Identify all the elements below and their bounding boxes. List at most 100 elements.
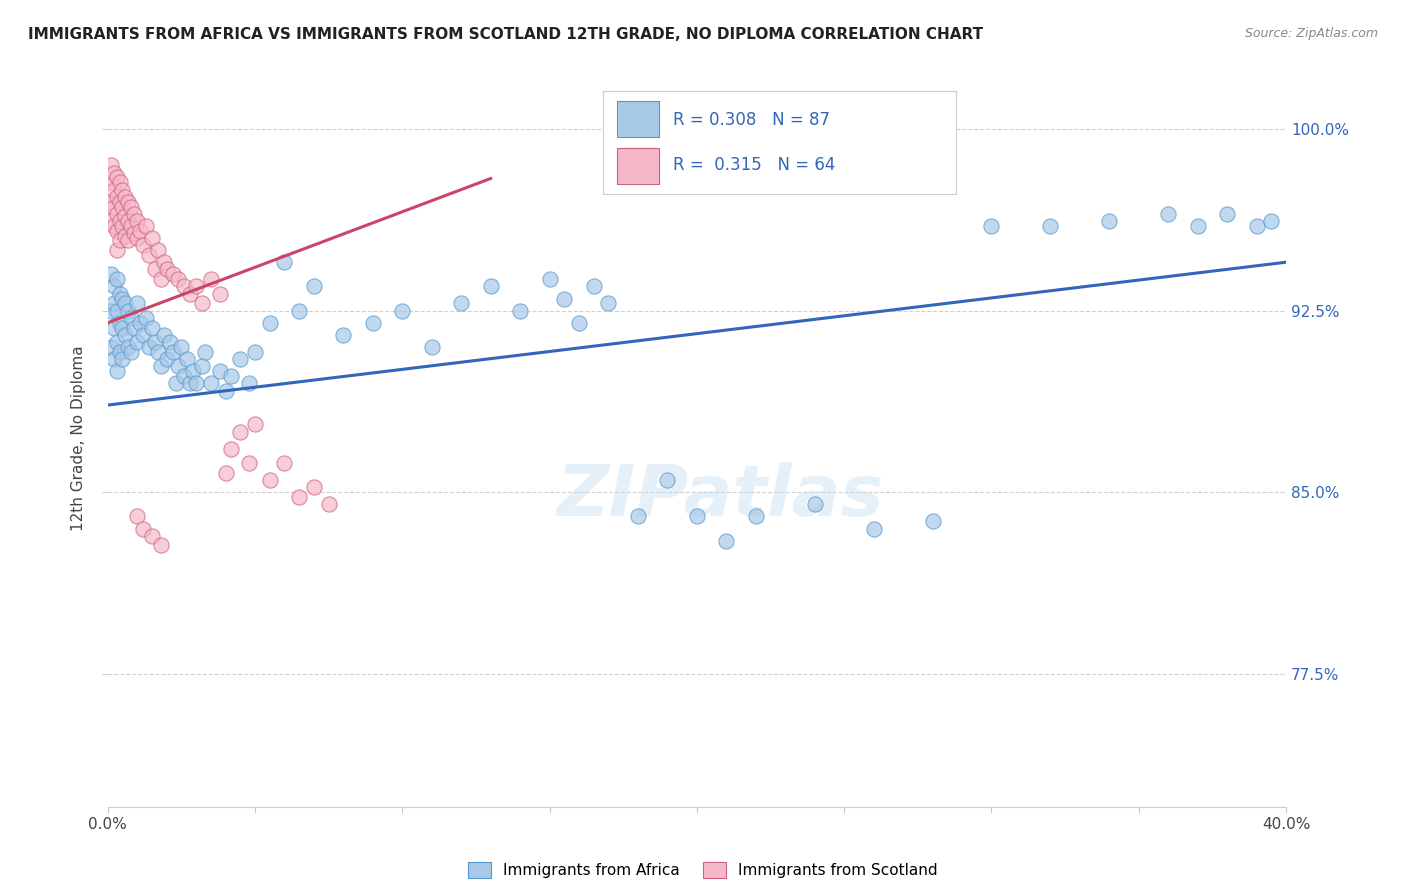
Point: [111, 320, 134, 334]
Point: [108, 214, 131, 228]
Point: [117, 214, 139, 228]
Point: [259, 316, 281, 330]
Point: [100, 268, 122, 282]
Point: [100, 158, 122, 172]
Point: [181, 364, 204, 378]
Point: [200, 272, 222, 286]
Point: [229, 425, 252, 439]
Point: [1187, 219, 1209, 233]
Point: [108, 316, 131, 330]
Point: [127, 296, 149, 310]
Point: [273, 456, 295, 470]
Point: [173, 279, 195, 293]
Point: [479, 279, 502, 293]
Point: [627, 509, 650, 524]
Point: [420, 340, 443, 354]
Point: [117, 340, 139, 354]
Point: [450, 296, 472, 310]
Point: [152, 327, 174, 342]
Point: [108, 234, 131, 248]
Point: [167, 272, 190, 286]
Point: [100, 303, 122, 318]
Point: [105, 364, 128, 378]
Point: [105, 224, 128, 238]
Point: [921, 514, 943, 528]
Point: [124, 207, 146, 221]
Point: [149, 359, 172, 374]
Point: [129, 316, 152, 330]
Point: [243, 344, 266, 359]
Point: [105, 207, 128, 221]
Point: [582, 279, 605, 293]
Point: [127, 509, 149, 524]
Point: [146, 243, 169, 257]
Point: [745, 509, 768, 524]
Point: [132, 238, 155, 252]
Point: [100, 214, 122, 228]
Point: [124, 226, 146, 240]
Point: [149, 272, 172, 286]
Point: [120, 310, 142, 325]
Point: [156, 262, 179, 277]
Point: [165, 376, 187, 391]
Point: [173, 369, 195, 384]
Point: [103, 296, 125, 310]
Point: [141, 320, 163, 334]
Point: [103, 352, 125, 367]
Point: [105, 335, 128, 350]
Point: [103, 166, 125, 180]
Point: [194, 344, 217, 359]
Point: [135, 310, 157, 325]
Point: [170, 340, 193, 354]
Point: [179, 286, 201, 301]
Point: [803, 497, 825, 511]
Point: [538, 272, 561, 286]
Point: [391, 303, 413, 318]
Point: [1039, 219, 1062, 233]
Point: [103, 219, 125, 233]
Point: [127, 231, 149, 245]
Point: [114, 327, 136, 342]
Point: [288, 303, 311, 318]
Point: [100, 194, 122, 209]
Point: [114, 209, 136, 223]
Point: [568, 316, 591, 330]
Point: [111, 292, 134, 306]
Point: [143, 262, 166, 277]
Point: [120, 219, 142, 233]
Point: [127, 335, 149, 350]
Point: [100, 175, 122, 189]
Point: [132, 327, 155, 342]
Point: [176, 352, 198, 367]
Point: [111, 219, 134, 233]
Point: [132, 522, 155, 536]
Point: [159, 335, 181, 350]
Point: [120, 344, 142, 359]
Point: [108, 344, 131, 359]
Point: [117, 303, 139, 318]
Point: [141, 529, 163, 543]
Point: [117, 194, 139, 209]
Point: [980, 219, 1002, 233]
Point: [657, 473, 679, 487]
Point: [143, 335, 166, 350]
Point: [208, 286, 231, 301]
Point: [208, 364, 231, 378]
Point: [598, 296, 620, 310]
Point: [1216, 207, 1239, 221]
Point: [138, 248, 160, 262]
Point: [120, 200, 142, 214]
Point: [149, 539, 172, 553]
Point: [238, 376, 260, 391]
Point: [146, 344, 169, 359]
Point: [184, 279, 207, 293]
Point: [114, 190, 136, 204]
Point: [229, 352, 252, 367]
Point: [243, 417, 266, 432]
Point: [105, 170, 128, 185]
Point: [553, 292, 575, 306]
Point: [332, 327, 354, 342]
Point: [716, 533, 738, 548]
Point: [103, 183, 125, 197]
Text: Source: ZipAtlas.com: Source: ZipAtlas.com: [1244, 27, 1378, 40]
